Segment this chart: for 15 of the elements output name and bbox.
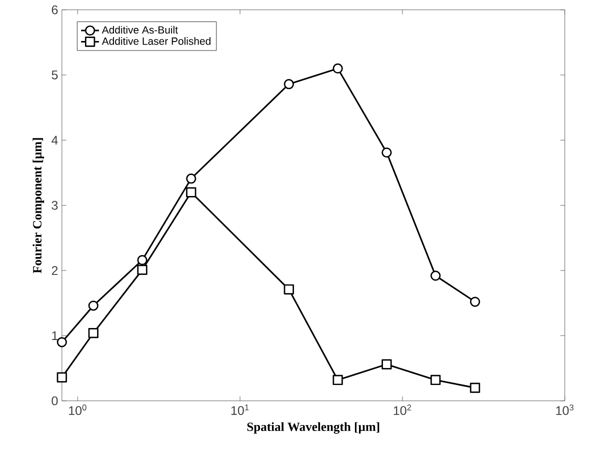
x-tick-label: 10$^{3}$: [556, 404, 574, 416]
y-tick-label: 6: [52, 5, 58, 14]
x-tick-label: 10$^{0}$: [69, 404, 86, 416]
x-tick-label: 10$^{2}$: [394, 404, 412, 416]
y-tick-label: 1: [52, 331, 58, 340]
legend-label: Additive Laser Polished: [102, 37, 210, 45]
y-tick-label: 3: [52, 200, 58, 210]
y-tick-label: 5: [52, 70, 58, 80]
y-tick-label: 0: [52, 396, 58, 406]
y-tick-label: 2: [52, 266, 58, 275]
x-axis-title: Spatial Wavelength [µm]: [247, 422, 380, 434]
y-axis-title: Fourier Component [µm]: [32, 138, 44, 274]
legend-label: Additive As-Built: [102, 26, 178, 34]
y-tick-label: 4: [52, 136, 58, 145]
x-tick-label: 10$^{1}$: [231, 404, 249, 416]
